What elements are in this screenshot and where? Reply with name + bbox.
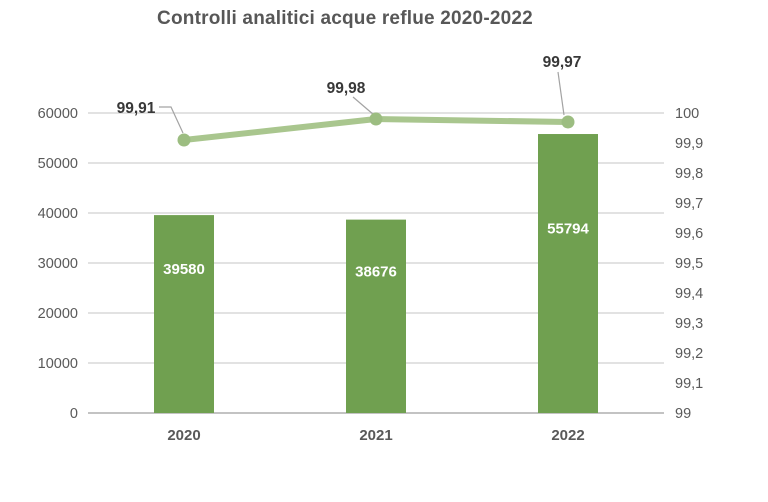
left-axis-tick-label: 30000: [38, 256, 78, 272]
left-axis-tick-label: 50000: [38, 156, 78, 172]
line-value-label: 99,98: [327, 80, 366, 97]
category-label-2022: 2022: [551, 427, 584, 444]
category-label-2020: 2020: [167, 427, 200, 444]
bar-2022: [538, 134, 598, 413]
right-axis-tick-label: 99,2: [675, 346, 703, 362]
right-axis-tick-label: 100: [675, 106, 699, 122]
left-axis-tick-label: 60000: [38, 106, 78, 122]
right-axis-tick-label: 99,9: [675, 136, 703, 152]
right-axis-tick-label: 99,8: [675, 166, 703, 182]
chart-title: Controlli analitici acque reflue 2020-20…: [157, 8, 533, 29]
label-leader-line: [159, 106, 184, 134]
right-axis-tick-label: 99,1: [675, 376, 703, 392]
line-marker-2021: [369, 112, 383, 126]
right-axis-tick-label: 99,5: [675, 256, 703, 272]
right-axis-tick-label: 99,6: [675, 226, 703, 242]
left-axis-tick-label: 40000: [38, 206, 78, 222]
left-axis-tick-label: 0: [70, 406, 78, 422]
right-axis-tick-label: 99,4: [675, 286, 703, 302]
bar-value-label: 55794: [547, 221, 589, 238]
right-axis-tick-label: 99,3: [675, 316, 703, 332]
bar-value-label: 39580: [163, 261, 205, 278]
left-axis-tick-label: 20000: [38, 306, 78, 322]
line-value-label: 99,91: [117, 100, 156, 117]
bar-2021: [346, 219, 406, 413]
bar-2020: [154, 215, 214, 413]
line-marker-2020: [177, 133, 191, 147]
label-leader-line: [352, 96, 375, 116]
line-marker-2022: [561, 115, 575, 129]
left-axis-tick-label: 10000: [38, 356, 78, 372]
category-label-2021: 2021: [359, 427, 392, 444]
right-axis-tick-label: 99,7: [675, 196, 703, 212]
line-value-label: 99,97: [543, 54, 582, 71]
right-axis-tick-label: 99: [675, 406, 691, 422]
bar-value-label: 38676: [355, 263, 397, 280]
label-leader-line: [557, 71, 565, 116]
